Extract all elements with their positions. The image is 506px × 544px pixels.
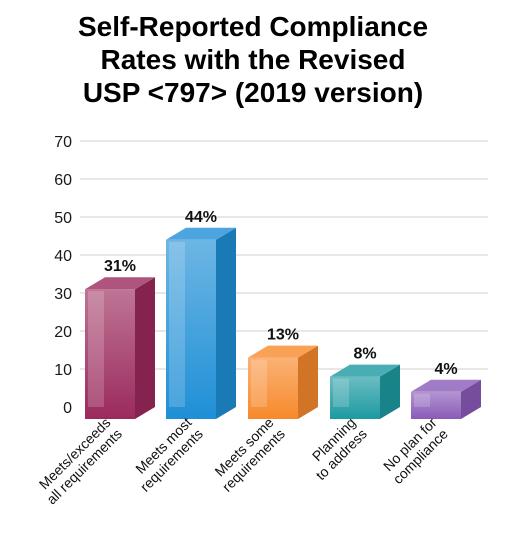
- y-tick-label-60: 60: [54, 172, 72, 189]
- data-label-3: 8%: [353, 346, 376, 363]
- bar-2-highlight: [251, 359, 267, 407]
- bar-0-side: [135, 277, 155, 419]
- data-label-1: 44%: [185, 209, 217, 226]
- data-label-0: 31%: [104, 258, 136, 275]
- bar-3-highlight: [333, 378, 349, 407]
- data-label-4: 4%: [434, 361, 457, 378]
- bar-1-side: [216, 227, 236, 419]
- bar-4-top: [411, 379, 481, 392]
- bar-2-front: [248, 357, 298, 419]
- y-tick-label-50: 50: [54, 210, 72, 227]
- y-tick-label-10: 10: [54, 362, 72, 379]
- y-tick-label-40: 40: [54, 248, 72, 265]
- x-category-label-1: Meets mostrequirements: [126, 414, 206, 494]
- chart-title-line-2: Rates with the Revised: [100, 44, 406, 75]
- bar-2-top: [248, 345, 318, 358]
- y-tick-label-20: 20: [54, 324, 72, 341]
- bar-3-side: [380, 364, 400, 419]
- y-tick-label-0: 0: [63, 400, 72, 417]
- bar-4-side: [461, 379, 481, 419]
- chart-title-line-1: Self-Reported Compliance: [77, 11, 429, 42]
- bar-3-top: [330, 364, 400, 377]
- bar-2-side: [298, 345, 318, 419]
- bar-3-front: [330, 376, 380, 419]
- x-category-label-2: Meets somerequirements: [208, 414, 289, 495]
- bar-1-front: [166, 239, 216, 419]
- data-label-2: 13%: [267, 327, 299, 344]
- x-category-label-3: Planningto address: [301, 414, 370, 483]
- y-tick-label-70: 70: [54, 134, 72, 151]
- bar-4-highlight: [414, 393, 430, 407]
- chart-title-line-3: USP <797> (2019 version): [82, 77, 424, 108]
- x-category-label-4: No plan forcompliance: [378, 414, 451, 487]
- bar-1-top: [166, 227, 236, 240]
- bar-0-highlight: [88, 291, 104, 407]
- bar-0-top: [85, 277, 155, 290]
- bar-1-highlight: [169, 241, 185, 407]
- y-tick-label-30: 30: [54, 286, 72, 303]
- x-category-label-0: Meets/exceedsall requirements: [32, 414, 125, 507]
- chart-title: Self-Reported Compliance Rates with the …: [0, 10, 506, 109]
- bar-0-front: [85, 289, 135, 419]
- bar-4-front: [411, 391, 461, 419]
